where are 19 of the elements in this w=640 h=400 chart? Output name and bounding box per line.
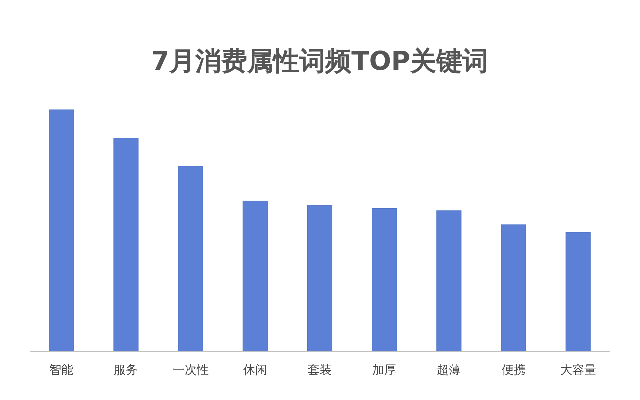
x-tick-label: 大容量 bbox=[560, 363, 596, 377]
bar bbox=[49, 110, 74, 352]
bar bbox=[501, 224, 526, 352]
x-tick-label: 便携 bbox=[502, 363, 526, 377]
bar bbox=[178, 166, 204, 352]
bar bbox=[436, 210, 462, 352]
x-tick-label: 超薄 bbox=[437, 363, 462, 377]
x-tick-label: 服务 bbox=[114, 363, 138, 377]
chart-title: 7月消费属性词频TOP关键词 bbox=[152, 47, 488, 77]
bar bbox=[114, 138, 139, 352]
x-tick-label: 智能 bbox=[50, 363, 74, 377]
x-tick-label: 加厚 bbox=[372, 363, 397, 377]
x-tick-label: 休闲 bbox=[243, 363, 268, 377]
x-tick-label: 套装 bbox=[308, 363, 332, 377]
x-tick-label: 一次性 bbox=[172, 363, 209, 377]
bar bbox=[307, 205, 333, 352]
bar bbox=[566, 232, 591, 352]
bar bbox=[372, 208, 398, 352]
bar bbox=[242, 200, 268, 352]
